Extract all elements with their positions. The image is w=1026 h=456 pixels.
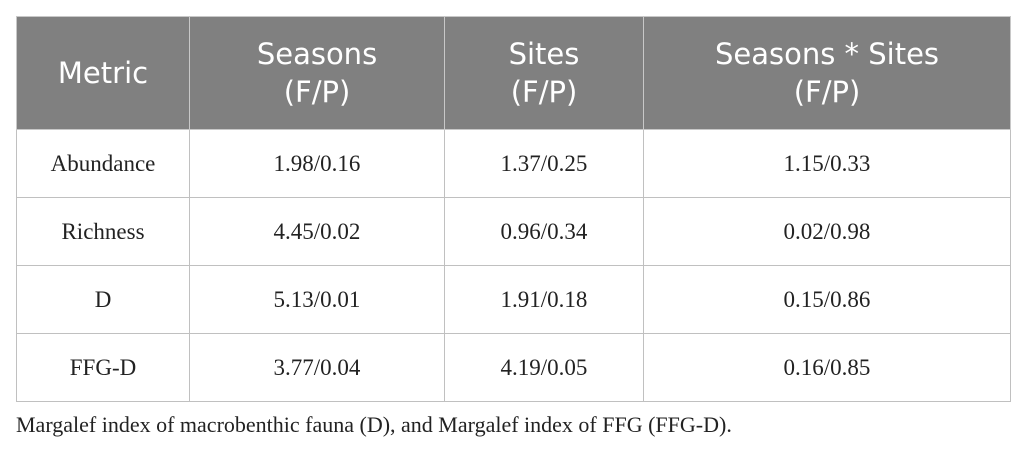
footnote: Margalef index of macrobenthic fauna (D)… (16, 412, 732, 437)
table-cell: 0.02/0.98 (643, 197, 1011, 266)
table-cell: 1.15/0.33 (643, 129, 1011, 198)
table-body: Abundance 1.98/0.16 1.37/0.25 1.15/0.33 Rich… (16, 129, 1011, 402)
header-cell: Seasons (F/P) (189, 16, 445, 130)
table-row: Abundance 1.98/0.16 1.37/0.25 1.15/0.33 (16, 129, 1011, 198)
table-cell: 4.19/0.05 (444, 333, 644, 402)
header-cell: Sites (F/P) (444, 16, 644, 130)
table-row: D 5.13/0.01 1.91/0.18 0.15/0.86 (16, 265, 1011, 334)
table-row: Richness 4.45/0.02 0.96/0.34 0.02/0.98 (16, 197, 1011, 266)
table-cell: 1.91/0.18 (444, 265, 644, 334)
table-cell: Richness (16, 197, 190, 266)
table-row: FFG-D 3.77/0.04 4.19/0.05 0.16/0.85 (16, 333, 1011, 402)
table-cell: 1.37/0.25 (444, 129, 644, 198)
header-cell: Seasons * Sites (F/P) (643, 16, 1011, 130)
table-cell: 4.45/0.02 (189, 197, 445, 266)
table-cell: 0.16/0.85 (643, 333, 1011, 402)
table-cell: 1.98/0.16 (189, 129, 445, 198)
header-row: Metric Seasons (F/P) Sites (F/P) Seasons * … (16, 16, 1011, 130)
table-cell: D (16, 265, 190, 334)
header-cell: Metric (16, 16, 190, 130)
table-cell: 0.15/0.86 (643, 265, 1011, 334)
table-cell: 3.77/0.04 (189, 333, 445, 402)
table-cell: Abundance (16, 129, 190, 198)
table-cell: FFG-D (16, 333, 190, 402)
table-cell: 5.13/0.01 (189, 265, 445, 334)
table-cell: 0.96/0.34 (444, 197, 644, 266)
data-table: Metric Seasons (F/P) Sites (F/P) Seasons * … (16, 16, 1011, 402)
